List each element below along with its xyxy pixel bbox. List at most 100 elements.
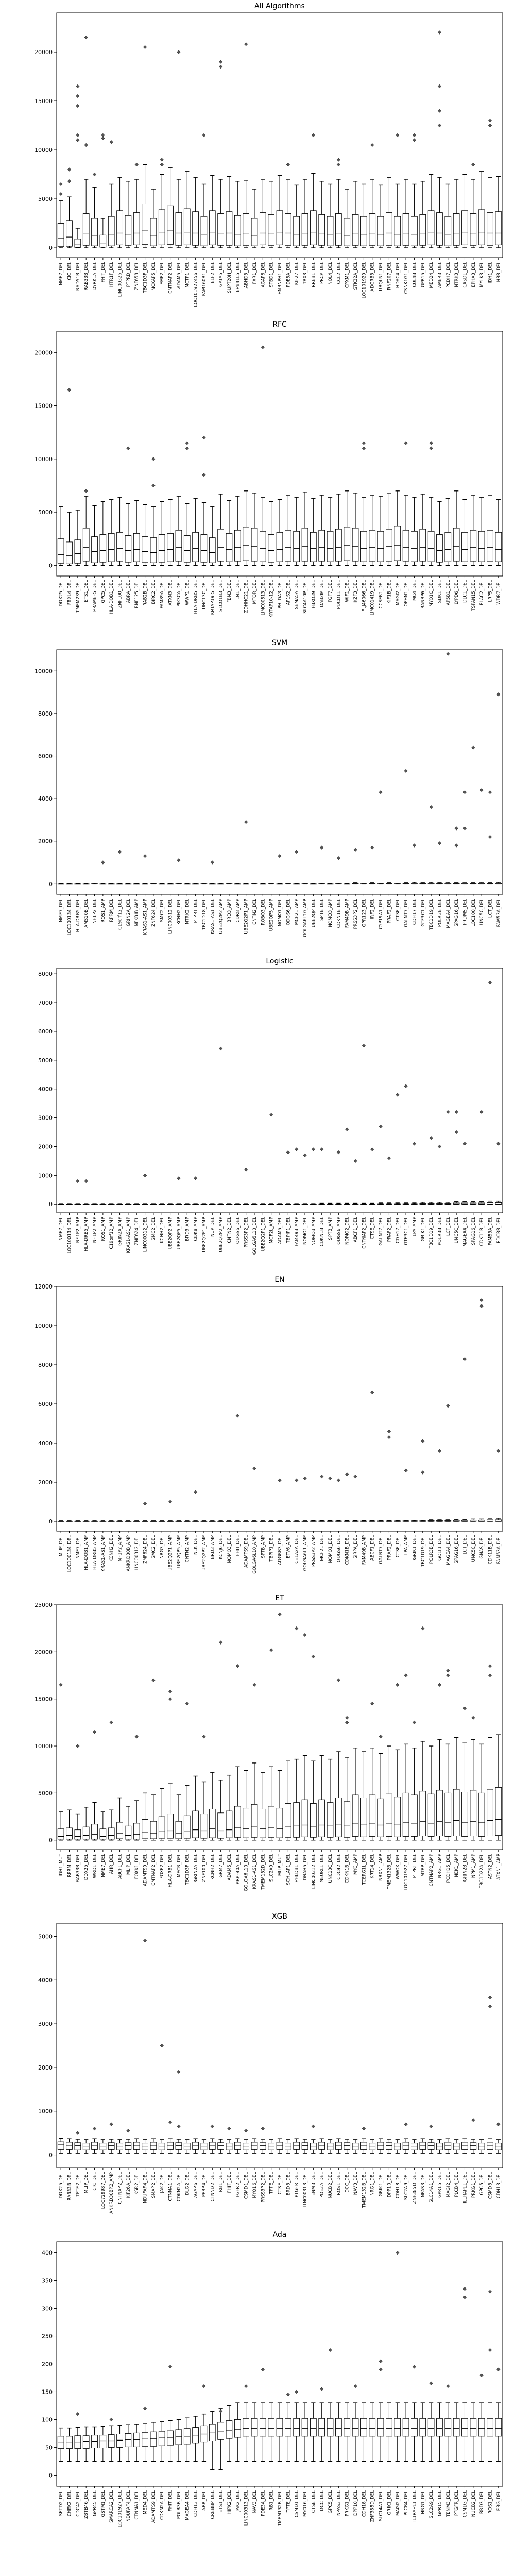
box bbox=[394, 2402, 401, 2462]
box bbox=[411, 2402, 418, 2462]
x-tick-label: SLC2A9_DEL bbox=[429, 2490, 434, 2518]
box bbox=[293, 184, 300, 248]
x-tick-label: MLIP_DEL bbox=[84, 2172, 89, 2193]
x-tick-label: FHIT_DEL bbox=[101, 262, 106, 283]
outlier-point bbox=[160, 162, 164, 167]
box-body bbox=[57, 223, 64, 247]
box-body bbox=[82, 1826, 90, 1840]
x-tick-label: SCHLAP1_DEL bbox=[286, 1854, 291, 1885]
box bbox=[209, 175, 216, 248]
box bbox=[427, 174, 435, 248]
box bbox=[125, 181, 132, 248]
x-tick-label: NDUFAF4_DEL bbox=[143, 2172, 148, 2204]
x-tick-label: NRG1_DEL bbox=[370, 2172, 375, 2196]
x-tick-label: DPP10_DEL bbox=[353, 2490, 358, 2516]
box bbox=[217, 2408, 224, 2470]
outlier-point bbox=[218, 2409, 223, 2413]
x-tick-label: FXR1_DEL bbox=[252, 262, 258, 284]
outlier-point bbox=[353, 848, 357, 852]
x-tick-label: UNC5C_DEL bbox=[454, 1217, 459, 1244]
box bbox=[108, 1809, 115, 1841]
box-body bbox=[352, 528, 359, 562]
box-body bbox=[226, 2143, 233, 2150]
x-tick-label: DDX25_DEL bbox=[84, 1854, 89, 1880]
box bbox=[394, 1749, 401, 1841]
box bbox=[487, 1518, 493, 1522]
box-body bbox=[487, 2418, 493, 2437]
outlier-point bbox=[295, 1626, 299, 1631]
outlier-point bbox=[446, 1110, 450, 1114]
x-tick-label: PRDM5_DEL bbox=[462, 899, 468, 925]
box-body bbox=[226, 1810, 233, 1838]
box-body bbox=[436, 534, 443, 563]
box bbox=[183, 2417, 191, 2462]
outlier-point bbox=[160, 2043, 164, 2048]
x-tick-label: KRAS1-AS1_DEL bbox=[210, 899, 215, 934]
outlier-point bbox=[109, 2417, 113, 2422]
box bbox=[57, 506, 64, 566]
x-tick-label: EPHA3_DEL bbox=[471, 262, 476, 287]
x-tick-label: RANBP6_DEL bbox=[421, 580, 426, 609]
box bbox=[444, 498, 452, 566]
box-body bbox=[444, 1792, 452, 1837]
outlier-point bbox=[67, 167, 72, 172]
box-body bbox=[394, 526, 401, 561]
outlier-point bbox=[479, 788, 484, 792]
box-body bbox=[360, 2142, 367, 2150]
x-tick-label: TBC1D22A_DEL bbox=[479, 1854, 485, 1889]
x-tick-label: LOC100134_DEL bbox=[67, 1217, 73, 1253]
x-tick-label: NAV3_DEL bbox=[353, 2172, 358, 2195]
outlier-point bbox=[210, 860, 214, 865]
outlier-point bbox=[320, 2387, 324, 2391]
outlier-point bbox=[168, 1697, 173, 1701]
x-tick-label: GPC5_DEL bbox=[101, 580, 106, 603]
x-tick-label: TBC1D19_DEL bbox=[421, 1535, 426, 1567]
outlier-point bbox=[412, 1142, 417, 1146]
box-body bbox=[251, 528, 258, 562]
box bbox=[360, 497, 367, 566]
outlier-point bbox=[67, 179, 72, 183]
box-body bbox=[209, 2142, 216, 2150]
box bbox=[344, 490, 351, 566]
x-tick-label: TENM3_DEL bbox=[311, 2172, 316, 2199]
box-body bbox=[192, 211, 199, 246]
box bbox=[377, 1520, 384, 1522]
box bbox=[301, 492, 308, 566]
outlier-point bbox=[311, 2124, 315, 2129]
outlier-point bbox=[278, 1612, 282, 1616]
x-tick-label: FBN3_DEL bbox=[227, 580, 232, 603]
x-tick-label: ODGS6_DEL bbox=[336, 1535, 341, 1562]
box-body bbox=[427, 2418, 435, 2437]
box-body bbox=[427, 2142, 435, 2150]
box-body bbox=[183, 535, 191, 563]
box-body bbox=[217, 529, 224, 562]
x-tick-label: SPAG16_DEL bbox=[454, 899, 459, 927]
outlier-point bbox=[471, 1716, 475, 1720]
box bbox=[259, 1772, 266, 1841]
box bbox=[495, 2402, 502, 2462]
box bbox=[335, 1202, 342, 1205]
box bbox=[411, 1202, 418, 1205]
x-tick-label: GOLGA6L10_DEL bbox=[244, 1854, 249, 1891]
outlier-point bbox=[286, 162, 290, 167]
box bbox=[82, 2139, 90, 2154]
x-tick-label: PDCRB_DEL bbox=[496, 1217, 502, 1243]
box bbox=[310, 1520, 317, 1522]
x-tick-label: NME7_DEL bbox=[59, 262, 64, 285]
x-tick-label: MYLK3_DEL bbox=[479, 262, 485, 287]
x-tick-label: NOMO1_DEL bbox=[278, 899, 283, 926]
outlier-point bbox=[177, 50, 181, 54]
box-body bbox=[158, 1816, 165, 1839]
outlier-point bbox=[421, 1626, 425, 1631]
box bbox=[478, 1743, 485, 1841]
box bbox=[427, 2139, 435, 2154]
x-tick-label: CIC_DEL bbox=[93, 2172, 98, 2191]
outlier-point bbox=[437, 1449, 442, 1453]
outlier-point bbox=[479, 1110, 484, 1114]
x-tick-label: RPRM_DEL bbox=[109, 899, 114, 922]
box-body bbox=[142, 2143, 148, 2150]
x-tick-label: FBXL4_DEL bbox=[67, 580, 73, 605]
x-tick-label: KCNH2_DEL bbox=[160, 1217, 165, 1243]
x-tick-label: DYRK1A_DEL bbox=[93, 262, 98, 291]
x-tick-label: GOLGA6L10_AMP bbox=[303, 899, 308, 937]
